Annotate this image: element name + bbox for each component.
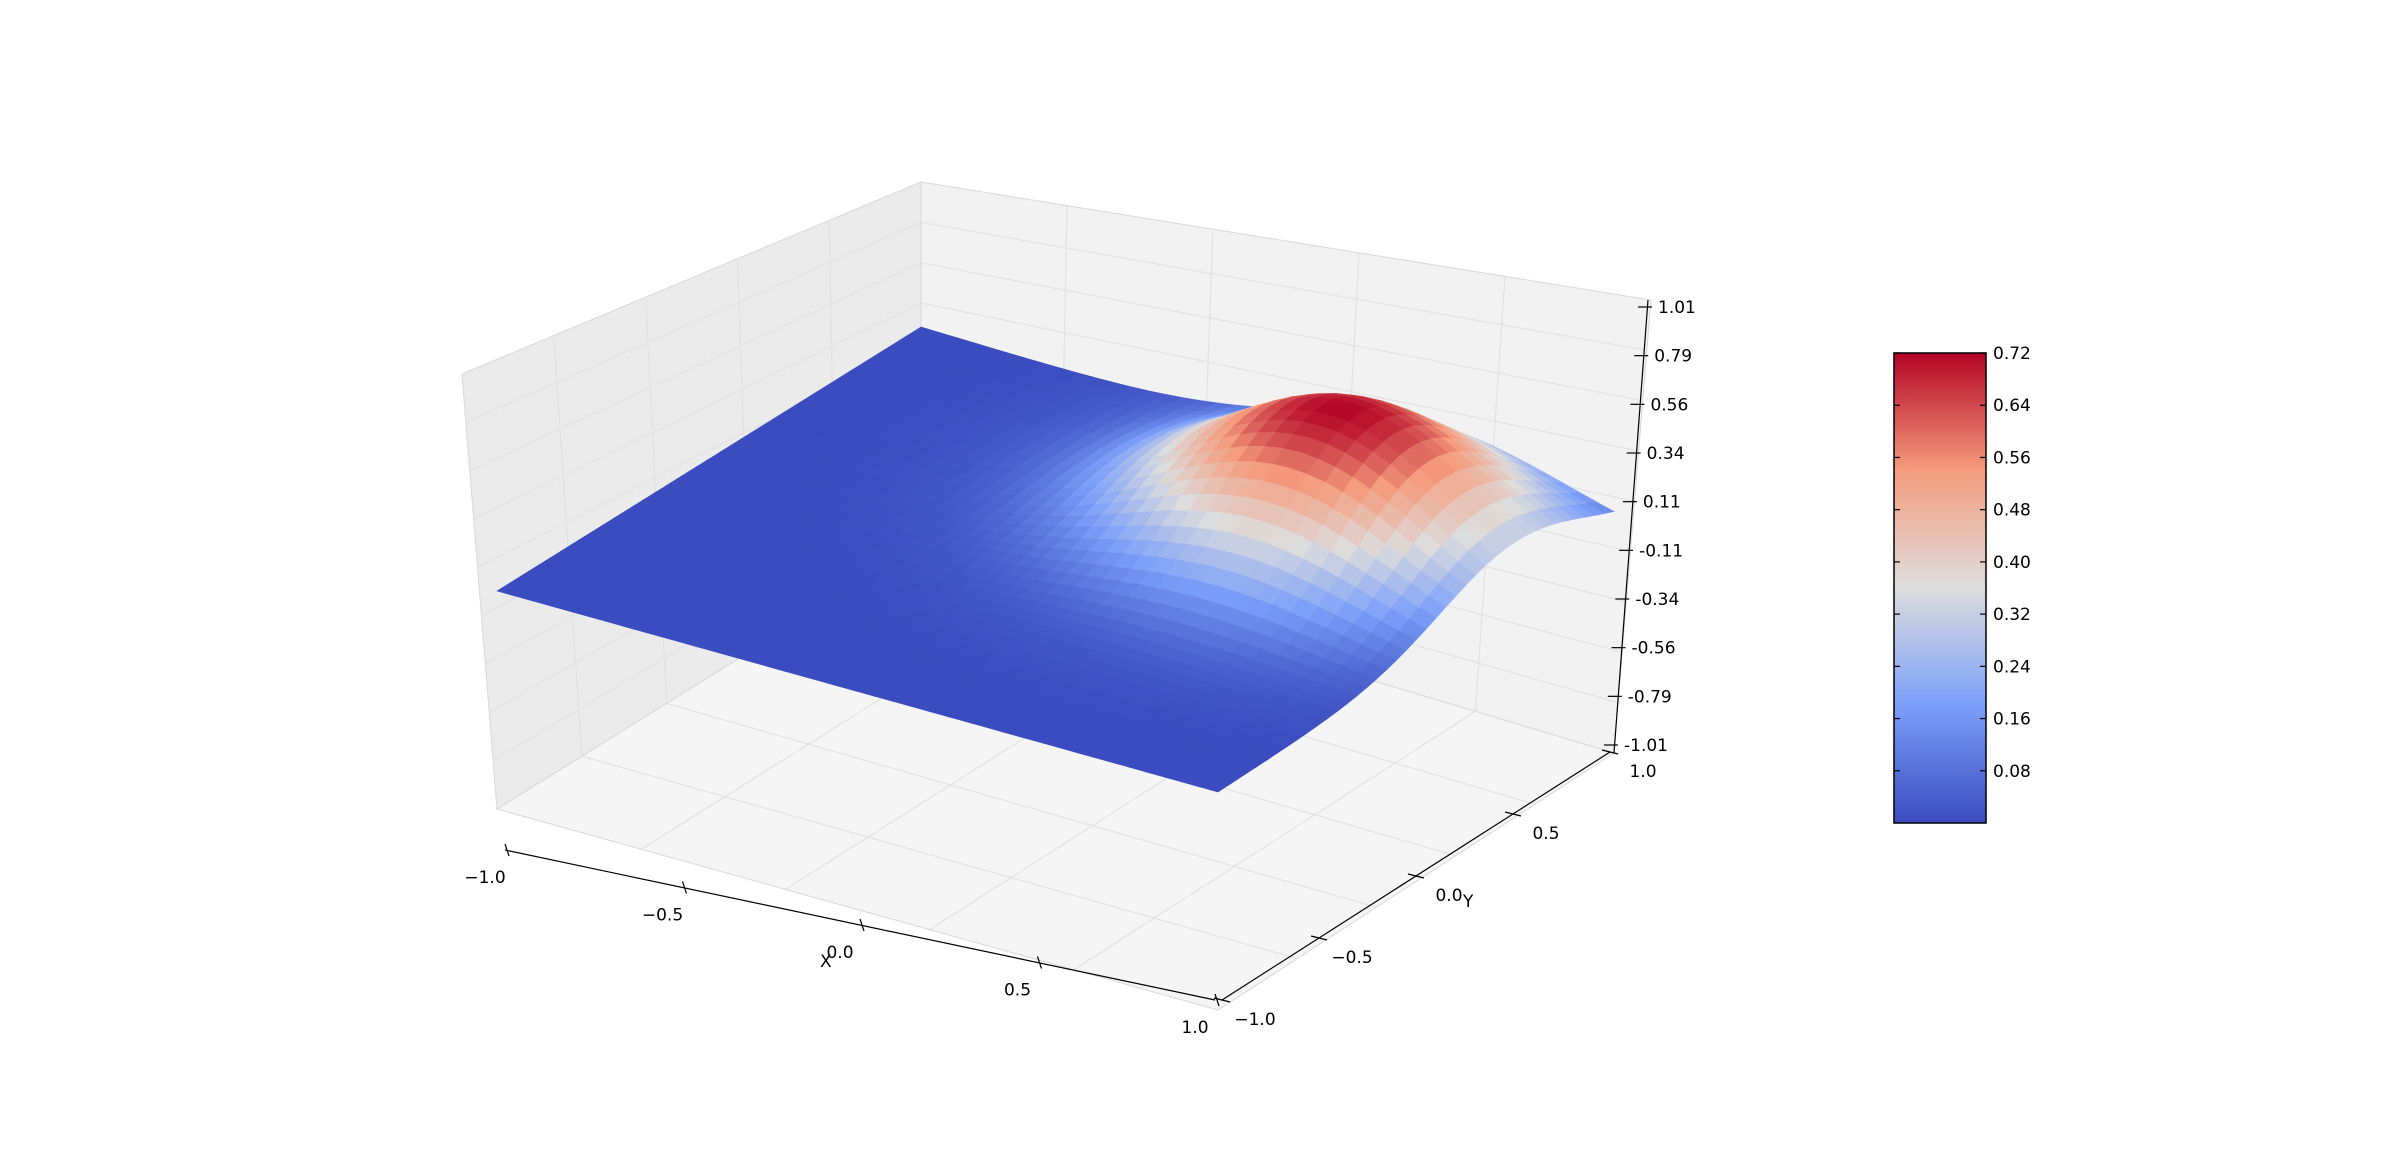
y-axis-label: Y [1462, 892, 1474, 912]
z-tick-label: -0.34 [1635, 590, 1679, 610]
z-axis-line [1613, 299, 1649, 754]
y-tick-mark [1504, 811, 1522, 817]
colorbar-tick-label: 0.40 [1993, 553, 2031, 573]
colorbar-tick-label: 0.32 [1993, 605, 2031, 625]
colorbar-tick-label: 0.72 [1993, 344, 2031, 364]
x-tick-label: −0.5 [642, 906, 683, 926]
y-tick-label: −1.0 [1234, 1010, 1275, 1030]
x-tick-mark [504, 843, 510, 857]
grid-line [920, 302, 1639, 452]
grid-line [666, 702, 1377, 908]
y-tick-mark [1213, 997, 1231, 1003]
grid-line [473, 302, 922, 520]
surface-mesh [496, 326, 1615, 793]
z-tick-label: -0.11 [1639, 541, 1683, 561]
y-tick-label: −0.5 [1331, 948, 1372, 968]
colorbar-tick-label: 0.16 [1993, 710, 2031, 730]
x-axis-ticks: −1.0 −0.5 0.0 0.5 1.0 [464, 843, 1220, 1038]
colorbar-tick-label: 0.64 [1993, 396, 2031, 416]
x-tick-mark [681, 881, 688, 894]
x-axis-line [504, 849, 1216, 1001]
colorbar-tick-label: 0.24 [1993, 657, 2031, 677]
x-tick-label: 1.0 [1181, 1018, 1208, 1038]
surface-facet [496, 584, 527, 597]
x-tick-mark [859, 918, 865, 932]
z-tick-label: 0.79 [1654, 347, 1692, 367]
z-tick-label: 0.11 [1643, 493, 1681, 513]
z-tick-label: -1.01 [1624, 736, 1668, 756]
x-tick-mark [1036, 956, 1043, 969]
colorbar-gradient [1893, 352, 1987, 824]
x-tick-mark [1214, 993, 1220, 1007]
grid-line [469, 262, 922, 472]
y-tick-mark [1407, 873, 1425, 879]
y-tick-mark [1310, 935, 1328, 941]
x-tick-label: 0.0 [826, 943, 853, 963]
y-tick-label: 1.0 [1629, 762, 1656, 782]
x-tick-label: 0.5 [1004, 981, 1031, 1001]
y-tick-label: 0.0 [1435, 886, 1462, 906]
z-tick-label: 0.34 [1647, 444, 1685, 464]
colorbar: 0.08 0.16 0.24 0.32 0.40 0.48 0.56 0.64 0.72 [1893, 344, 2031, 824]
z-axis-ticks: -1.01 -0.79 -0.56 -0.34 -0.11 0.11 0.34 0.56 0.7… [1604, 298, 1696, 756]
x-axis-label: X [820, 952, 832, 972]
y-axis-ticks: −1.0 −0.5 0.0 0.5 1.0 [1213, 749, 1657, 1030]
x-tick-label: −1.0 [464, 868, 505, 888]
z-tick-label: 0.56 [1650, 395, 1688, 415]
colorbar-tick-label: 0.48 [1993, 501, 2031, 521]
colorbar-tick-label: 0.56 [1993, 448, 2031, 468]
grid-line [920, 221, 1647, 351]
colorbar-ticks: 0.08 0.16 0.24 0.32 0.40 0.48 0.56 0.64 0.72 [1894, 344, 2031, 782]
z-tick-label: -0.79 [1628, 687, 1672, 707]
grid-line [581, 755, 1298, 960]
y-tick-label: 0.5 [1532, 824, 1559, 844]
z-tick-label: 1.01 [1658, 298, 1696, 318]
z-tick-label: -0.56 [1632, 639, 1676, 659]
grid-line [553, 335, 583, 757]
grid-line [1073, 710, 1476, 971]
colorbar-tick-label: 0.08 [1993, 762, 2031, 782]
y-tick-mark [1601, 749, 1619, 755]
grid-line [920, 262, 1643, 402]
grid-line [465, 221, 922, 423]
